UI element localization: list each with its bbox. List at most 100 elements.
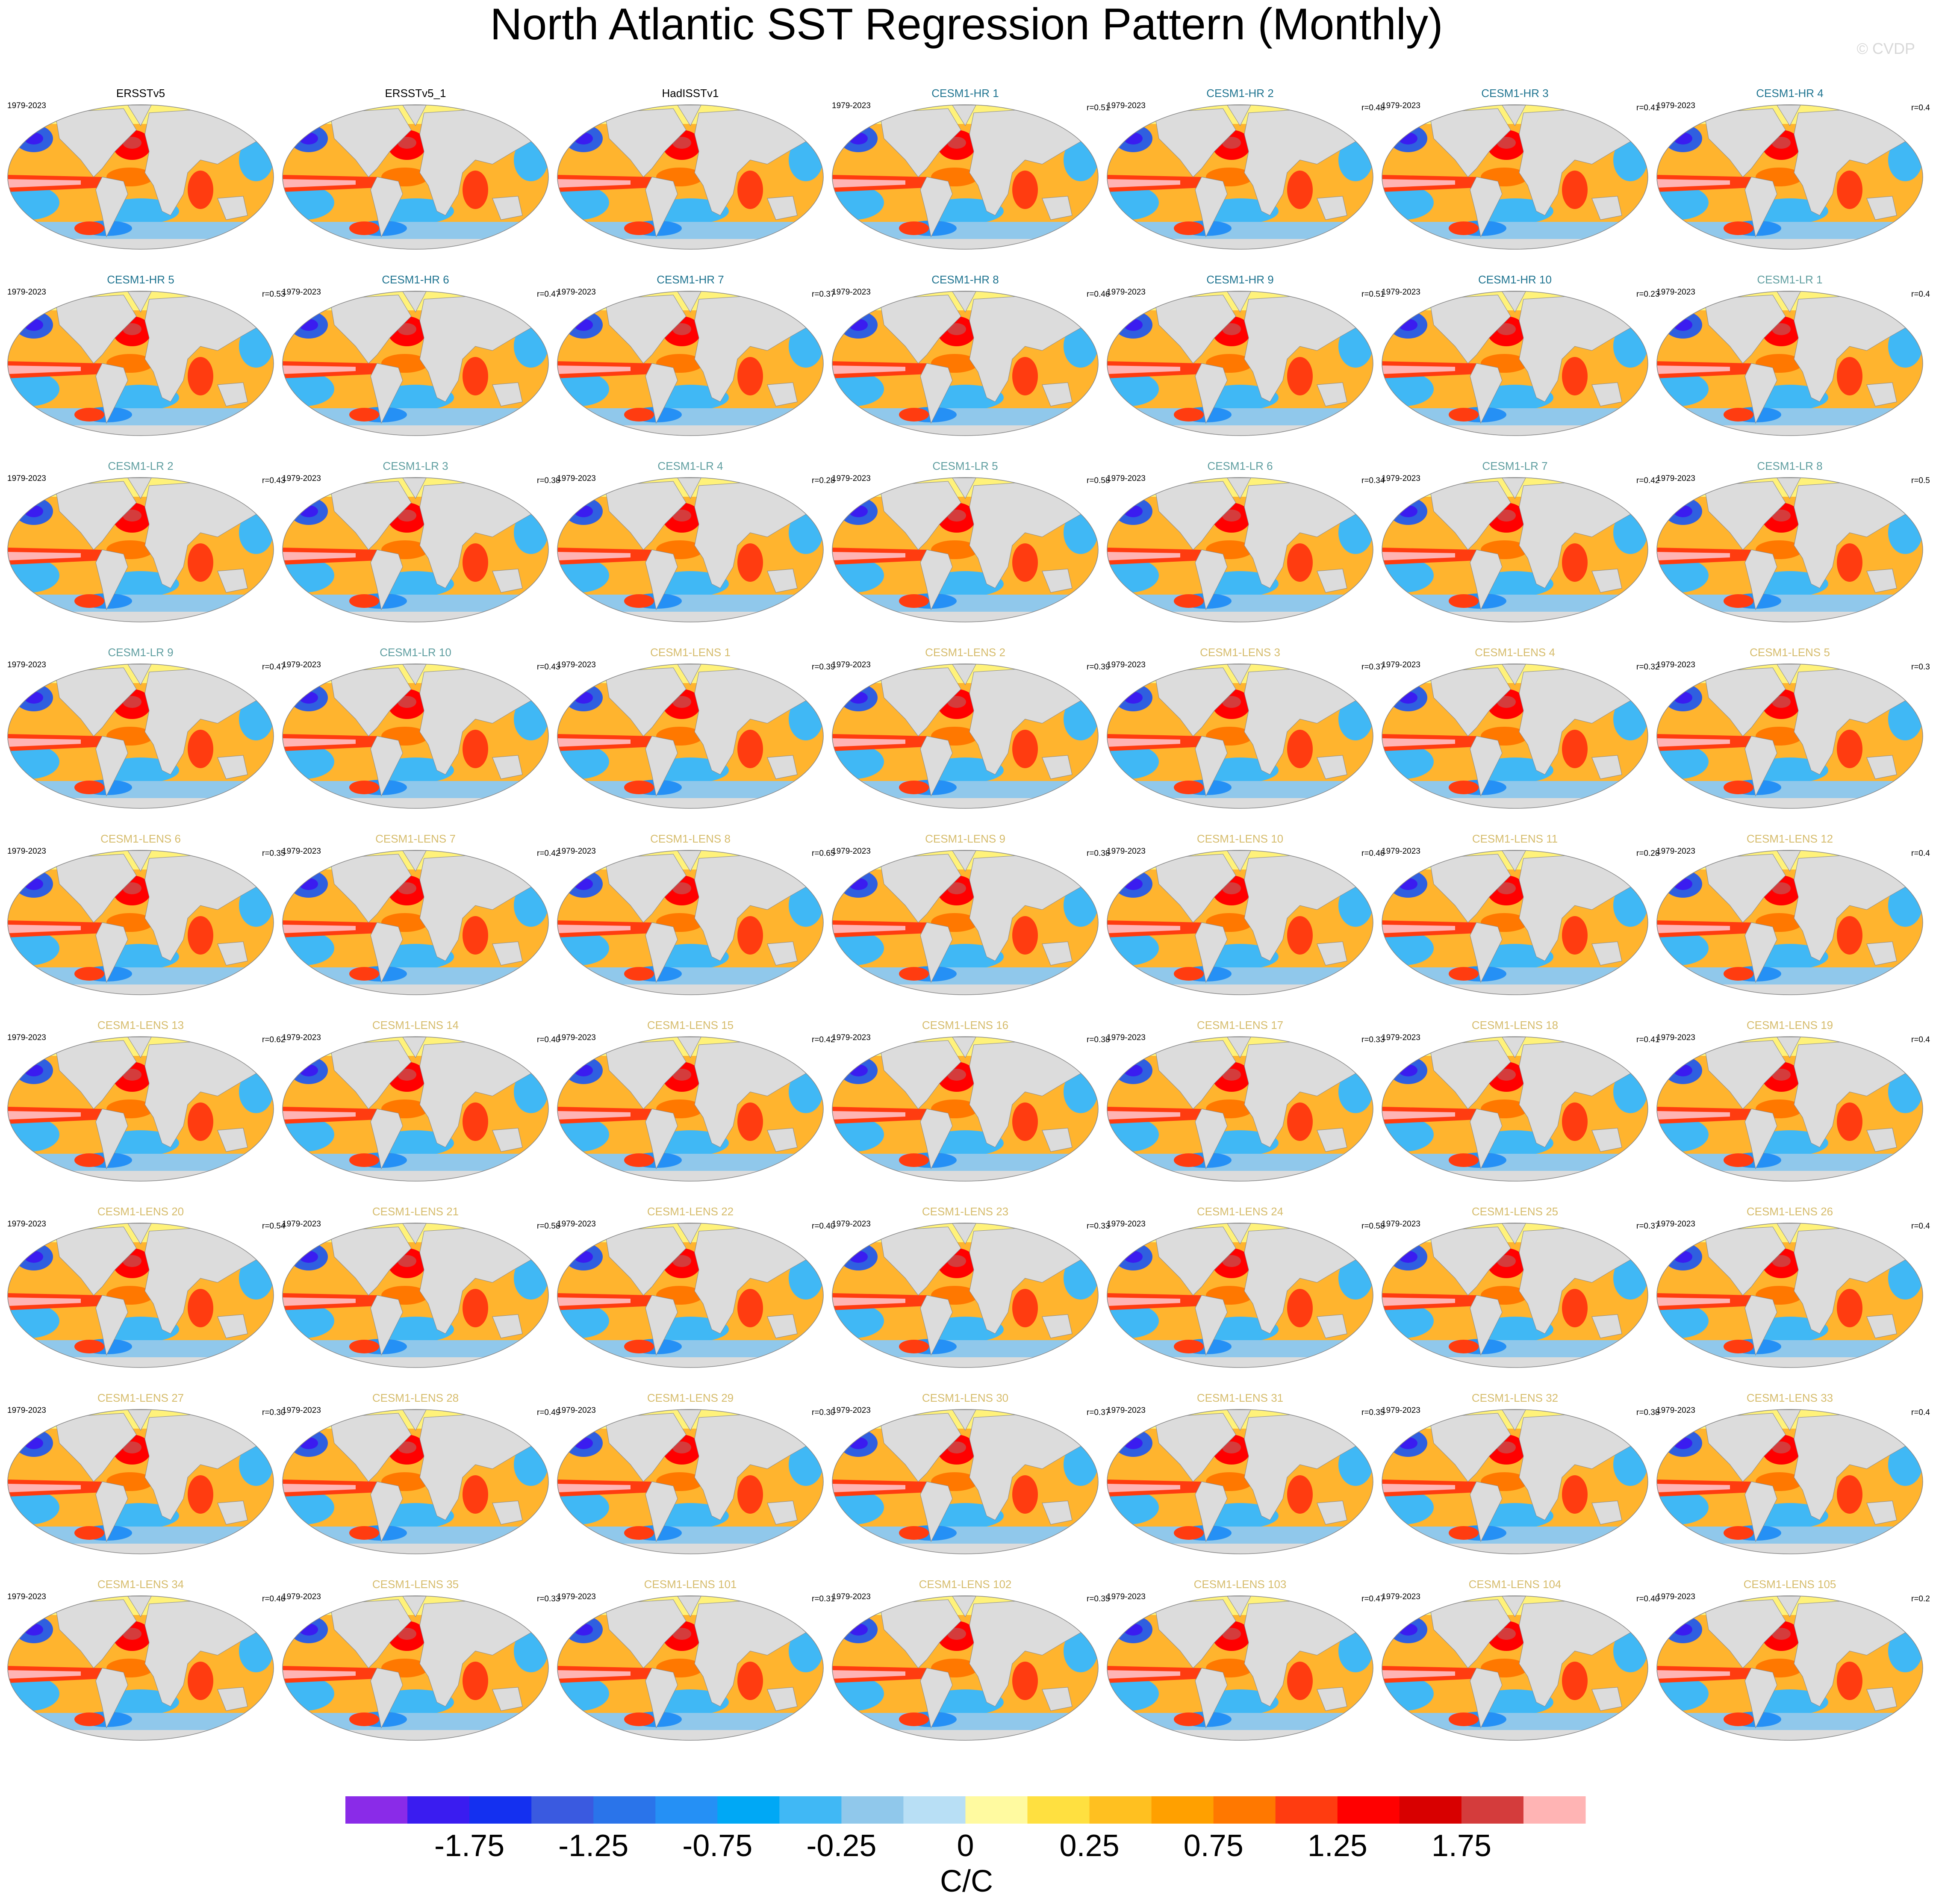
panel-r: r=0.4 bbox=[1911, 849, 1930, 858]
panel-r: r=0.28 bbox=[1636, 849, 1659, 858]
panel-years: 1979-2023 bbox=[557, 660, 596, 669]
map-panel bbox=[1649, 850, 1923, 997]
panel-r: r=0.51 bbox=[1087, 103, 1110, 112]
panel-r: r=0.35 bbox=[1087, 1595, 1110, 1603]
colorbar-box bbox=[469, 1796, 532, 1824]
panel-years: 1979-2023 bbox=[7, 288, 46, 297]
panel-title: CESM1-LENS 24 bbox=[1197, 1205, 1283, 1218]
panel-years: 1979-2023 bbox=[1656, 1592, 1695, 1601]
panel-r: r=0.58 bbox=[537, 1222, 560, 1231]
panel-years: 1979-2023 bbox=[282, 1033, 321, 1042]
panel-title: CESM1-LENS 3 bbox=[1200, 646, 1280, 659]
panel-r: r=0.42 bbox=[812, 1035, 835, 1044]
colorbar-box bbox=[1275, 1796, 1338, 1824]
map-panel bbox=[824, 1596, 1098, 1743]
colorbar-tick-label: 1.75 bbox=[1432, 1829, 1491, 1863]
panel-years: 1979-2023 bbox=[282, 288, 321, 297]
panel-years: 1979-2023 bbox=[1382, 1406, 1420, 1415]
map-panel bbox=[549, 1037, 823, 1184]
map-panel bbox=[0, 1596, 274, 1743]
panel-years: 1979-2023 bbox=[7, 847, 46, 856]
panel-title: CESM1-HR 5 bbox=[107, 273, 174, 286]
panel-years: 1979-2023 bbox=[1107, 660, 1146, 669]
panel-r: r=0.37 bbox=[1636, 1222, 1659, 1231]
panel-title: CESM1-LENS 11 bbox=[1472, 832, 1558, 845]
panel-r: r=0.47 bbox=[1361, 1595, 1385, 1603]
panel-title: CESM1-LR 9 bbox=[108, 646, 173, 659]
panel-title: CESM1-LENS 9 bbox=[925, 832, 1005, 845]
panel-years: 1979-2023 bbox=[832, 847, 871, 856]
panel-years: 1979-2023 bbox=[557, 847, 596, 856]
panel-r: r=0.37 bbox=[1361, 663, 1385, 672]
map-panel bbox=[1099, 1409, 1373, 1556]
colorbar-box bbox=[1337, 1796, 1400, 1824]
map-panel bbox=[1374, 664, 1648, 811]
panel-title: CESM1-LENS 10 bbox=[1197, 832, 1283, 845]
map-panel bbox=[549, 850, 823, 997]
panel-r: r=0.23 bbox=[1636, 290, 1659, 299]
map-panel bbox=[549, 291, 823, 438]
map-panel bbox=[274, 1037, 548, 1184]
panel-r: r=0.3 bbox=[1911, 663, 1930, 672]
panel-years: 1979-2023 bbox=[1656, 101, 1695, 110]
panel-r: r=0.4 bbox=[1911, 1222, 1930, 1231]
colorbar-tick-label: -0.25 bbox=[806, 1829, 876, 1863]
panel-r: r=0.35 bbox=[262, 849, 285, 858]
panel-r: r=0.38 bbox=[1087, 1035, 1110, 1044]
panel-years: 1979-2023 bbox=[832, 1220, 871, 1229]
panel-r: r=0.40 bbox=[537, 1035, 560, 1044]
colorbar-box bbox=[717, 1796, 780, 1824]
panel-title: CESM1-LENS 29 bbox=[647, 1391, 734, 1404]
colorbar-box bbox=[1151, 1796, 1214, 1824]
map-panel bbox=[549, 664, 823, 811]
panel-title: CESM1-HR 10 bbox=[1478, 273, 1552, 286]
map-panel bbox=[1374, 1596, 1648, 1743]
watermark: © CVDP bbox=[1856, 40, 1915, 57]
panel-r: r=0.30 bbox=[262, 1408, 285, 1417]
colorbar-box bbox=[407, 1796, 470, 1824]
panel-years: 1979-2023 bbox=[832, 1406, 871, 1415]
panel-r: r=0.30 bbox=[812, 1408, 835, 1417]
colorbar-box bbox=[841, 1796, 904, 1824]
panel-r: r=0.41 bbox=[1636, 103, 1659, 112]
panel-title: CESM1-LENS 6 bbox=[100, 832, 181, 845]
panel-years: 1979-2023 bbox=[832, 101, 871, 110]
panel-years: 1979-2023 bbox=[832, 1592, 871, 1601]
colorbar-tick-label: 0 bbox=[957, 1829, 974, 1863]
map-panel bbox=[1374, 477, 1648, 625]
panel-r: r=0.46 bbox=[262, 1595, 285, 1603]
panel-years: 1979-2023 bbox=[1382, 847, 1420, 856]
panel-title: CESM1-LENS 8 bbox=[650, 832, 731, 845]
panel-years: 1979-2023 bbox=[1656, 474, 1695, 483]
panel-r: r=0.46 bbox=[1361, 849, 1385, 858]
panel-title: CESM1-LR 1 bbox=[1757, 273, 1822, 286]
panel-years: 1979-2023 bbox=[282, 1592, 321, 1601]
panel-title: CESM1-LENS 26 bbox=[1747, 1205, 1833, 1218]
panel-title: CESM1-HR 6 bbox=[382, 273, 449, 286]
panel-r: r=0.49 bbox=[537, 1408, 560, 1417]
panel-title: CESM1-LENS 4 bbox=[1475, 646, 1555, 659]
panel-years: 1979-2023 bbox=[1107, 288, 1146, 297]
colorbar-box bbox=[655, 1796, 718, 1824]
panel-title: CESM1-HR 1 bbox=[931, 87, 999, 100]
map-panel bbox=[824, 105, 1098, 252]
panel-years: 1979-2023 bbox=[1656, 1220, 1695, 1229]
colorbar-box bbox=[345, 1796, 408, 1824]
panel-r: r=0.39 bbox=[1087, 663, 1110, 672]
colorbar-tick-label: 0.75 bbox=[1184, 1829, 1243, 1863]
panel-years: 1979-2023 bbox=[7, 474, 46, 483]
panel-title: CESM1-LENS 21 bbox=[372, 1205, 459, 1218]
panel-years: 1979-2023 bbox=[1107, 1220, 1146, 1229]
colorbar-box bbox=[965, 1796, 1028, 1824]
panel-r: r=0.2 bbox=[1911, 1595, 1930, 1603]
panel-title: CESM1-HR 9 bbox=[1206, 273, 1273, 286]
map-panel bbox=[824, 1037, 1098, 1184]
panel-title: CESM1-LENS 32 bbox=[1472, 1391, 1558, 1404]
panel-title: CESM1-LR 8 bbox=[1757, 460, 1822, 472]
colorbar-tick-label: -0.75 bbox=[682, 1829, 752, 1863]
panel-r: r=0.43 bbox=[262, 476, 285, 485]
panel-title: CESM1-LENS 13 bbox=[97, 1019, 184, 1032]
panel-years: 1979-2023 bbox=[1382, 101, 1420, 110]
map-panel bbox=[824, 850, 1098, 997]
colorbar-box bbox=[1089, 1796, 1152, 1824]
